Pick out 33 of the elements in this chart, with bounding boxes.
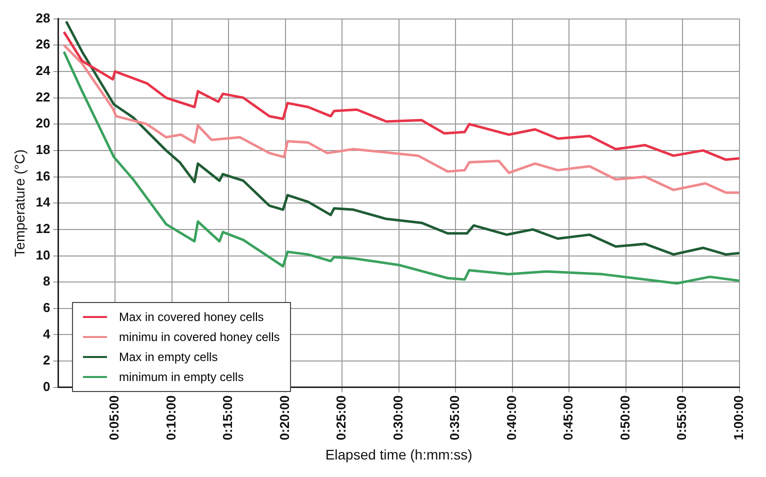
y-tick-label: 28 [36,10,50,26]
x-tick-label: 0:05:00 [106,395,122,440]
y-tick-label: 16 [36,168,50,184]
x-tick-label: 0:25:00 [334,395,349,440]
x-tick-label: 0:35:00 [447,395,462,440]
y-tick-label: 6 [43,300,50,315]
y-axis-title: Temperature (°C) [11,149,28,257]
y-tick-label: 4 [43,326,52,342]
x-tick-label: 0:10:00 [163,395,178,440]
x-tick-label: 0:50:00 [617,395,632,440]
legend-label: minimu in covered honey cells [119,329,280,346]
legend-label: Max in covered honey cells [119,309,264,326]
x-tick-label: 1:00:00 [730,395,746,440]
x-tick-label: 0:45:00 [560,395,576,440]
x-tick-label: 0:20:00 [276,395,292,440]
x-tick-label: 0:30:00 [390,395,406,440]
legend-label: minimum in empty cells [119,369,244,386]
x-tick-label: 0:55:00 [674,395,690,440]
y-tick-label: 8 [43,274,50,289]
y-tick-label: 26 [36,36,50,52]
y-tick-label: 10 [36,247,50,262]
y-tick-label: 0 [43,378,50,394]
x-tick-label: 0:15:00 [220,395,236,440]
y-tick-label: 14 [36,194,52,210]
y-tick-label: 20 [36,116,50,131]
y-tick-label: 18 [36,142,50,158]
x-axis-title: Elapsed time (h:mm:ss) [325,446,472,462]
y-tick-label: 24 [36,63,52,78]
x-tick-label: 0:40:00 [504,395,519,440]
y-tick-label: 12 [36,221,50,236]
y-tick-label: 2 [43,352,50,368]
legend-label: Max in empty cells [119,349,218,366]
y-tick-label: 22 [36,89,50,104]
